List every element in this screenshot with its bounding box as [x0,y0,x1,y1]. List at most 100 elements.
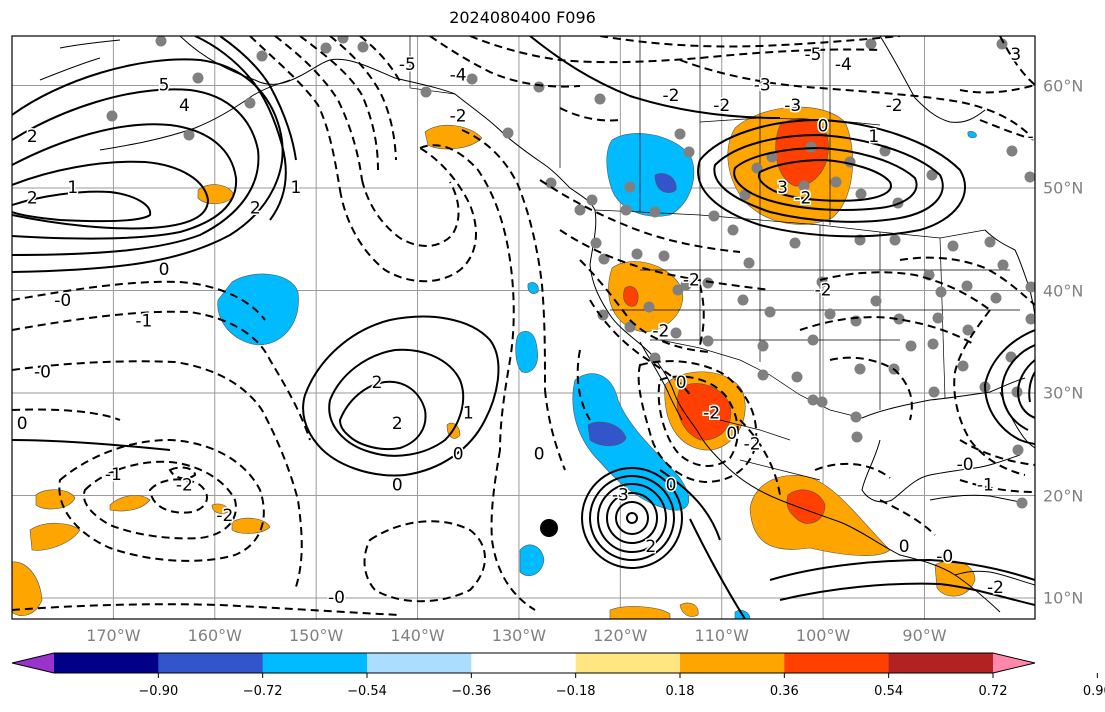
contour-solid [219,36,297,161]
station-dot [855,188,867,200]
contour-label: -2 [815,281,832,301]
negative-anomaly-patch [654,173,677,193]
colorbar-tick-label: 0.72 [978,684,1008,699]
station-dot [807,334,819,346]
contour-dashed [739,419,781,496]
station-dot [824,308,836,320]
storm-center-marker [540,519,558,537]
contour-dashed [339,147,477,283]
contour-label: -0 [54,291,71,311]
contour-label: -0 [957,455,974,475]
station-dot [708,210,720,222]
contour-solid [697,118,966,238]
contour-label: 0 [392,475,403,495]
contour-label: 0 [159,260,170,280]
colorbar [11,652,1098,678]
station-dot [757,340,769,352]
contour-dashed [12,360,303,591]
contour-label: -2 [886,96,903,116]
contour-label: 0 [899,537,910,557]
contour-dashed [579,259,711,353]
station-dot [805,141,817,153]
latitude-label: 40°N [1043,281,1084,300]
station-dot [854,363,866,375]
contour-label: 2 [250,199,261,219]
contour-dashed [12,408,121,421]
station-dot [574,204,586,216]
contour-dashed [299,36,379,171]
station-dot [990,292,1002,304]
contour-label: 2 [372,373,383,393]
positive-anomaly-patch [29,522,81,551]
contour-solid [338,380,427,451]
contour-label: 0 [666,475,677,495]
positive-anomaly-patch [109,495,151,512]
negative-anomaly-patch [515,330,538,373]
contour-solid [529,36,781,119]
contour-dashed [799,316,976,346]
contour-solid [779,582,1035,606]
border-mexico-states [719,419,821,481]
contour-dashed [469,36,881,64]
station-dot [889,234,901,246]
station-dot [683,146,695,158]
contour-label: -2 [703,404,720,424]
station-dot [957,360,969,372]
contour-solid [12,123,238,240]
contour-dashed [359,36,403,86]
contour-label: 2 [27,188,38,208]
contour-label: -0 [34,363,51,383]
contour-label: 3 [777,178,788,198]
negative-anomaly-patch [967,131,977,139]
contour-solid [757,158,892,202]
contour-dashed [959,439,1035,466]
contour-label: -2 [744,434,761,454]
border-canada-provinces [559,36,831,225]
contour-label: 3 [1010,45,1021,65]
contour-label: 2 [1041,363,1052,383]
contour-solid [606,492,658,544]
contour-label: 1 [1041,106,1052,126]
station-dot [865,38,877,50]
contour-label: -1 [977,475,994,495]
contour-dashed [959,84,1035,94]
contour-solid [302,315,500,477]
station-dot [870,295,882,307]
latitude-label: 10°N [1043,588,1084,608]
station-dot [631,248,643,260]
contour-dashed [829,356,913,421]
contour-label: 0 [453,445,464,465]
coastline-bc [454,93,596,211]
contour-label: -2 [683,270,700,290]
contour-solid [733,146,918,211]
station-dot [727,224,739,236]
contour-label: 5 [159,76,170,96]
contour-solid [581,467,683,569]
longitude-label: 130°W [491,626,547,645]
station-dot [743,257,755,269]
colorbar-tick-label: −0.90 [138,684,179,699]
contour-label: -0 [328,588,345,608]
station-dot [594,93,606,105]
station-dot [764,306,776,318]
contour-label: -2 [216,506,233,526]
longitude-label: 150°W [288,626,344,645]
colorbar-segment [575,653,681,673]
station-dot [337,36,349,44]
station-dot [624,181,636,193]
coastline-aleutians [99,79,291,151]
contour-solid [713,133,944,223]
contour-solid [1016,359,1035,419]
contour-label: -4 [450,65,467,85]
station-dot [502,127,514,139]
contour-label: 4 [179,96,190,116]
contour-dashed [12,280,266,321]
contour-dashed [679,59,1035,141]
station-dot [155,36,167,47]
positive-anomaly-patch [676,383,732,441]
station-dot [947,240,959,252]
station-dot [1016,497,1028,509]
contour-dashed [274,36,363,181]
positive-anomaly-patch [35,489,76,510]
contour-dashed [953,309,1026,476]
